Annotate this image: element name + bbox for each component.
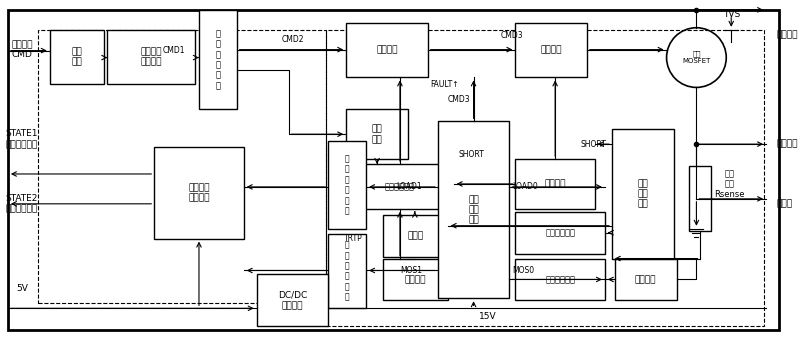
Text: 状态反馈
接口电路: 状态反馈 接口电路 <box>188 183 210 203</box>
Text: CMD2: CMD2 <box>282 35 304 44</box>
Bar <box>346 23 428 78</box>
Text: 驱动电路: 驱动电路 <box>541 46 562 55</box>
Text: 检测
电阻
Rsense: 检测 电阻 Rsense <box>714 169 745 199</box>
Bar <box>690 166 711 231</box>
Text: 立即跳闸: 立即跳闸 <box>405 275 426 284</box>
Bar <box>515 159 595 209</box>
Bar <box>326 30 764 326</box>
Bar <box>328 234 366 308</box>
Text: 第
三
隔
离
电
路: 第 三 隔 离 电 路 <box>345 240 350 301</box>
Text: 跳闸状态锁存: 跳闸状态锁存 <box>385 182 415 191</box>
Text: 控制命令
CMD: 控制命令 CMD <box>11 40 33 59</box>
Bar <box>328 141 366 229</box>
Text: TVS: TVS <box>722 10 740 19</box>
Text: 上电
复位: 上电 复位 <box>72 47 82 67</box>
Text: 电压检测: 电压检测 <box>635 275 657 284</box>
Text: 5V: 5V <box>16 284 28 293</box>
Bar <box>515 259 605 300</box>
Text: 15V: 15V <box>478 312 496 321</box>
Text: 延时
复位: 延时 复位 <box>372 124 382 144</box>
Text: CMD3: CMD3 <box>447 95 470 104</box>
Bar <box>107 30 195 84</box>
Bar <box>383 215 448 257</box>
Text: 第
二
隔
离
电
路: 第 二 隔 离 电 路 <box>345 155 350 215</box>
Bar <box>612 129 674 259</box>
Text: FAULT↑: FAULT↑ <box>430 80 458 89</box>
Bar <box>515 23 587 78</box>
Text: CMD3: CMD3 <box>501 31 523 40</box>
Bar <box>383 259 448 300</box>
Text: STATE2
负载电压状态: STATE2 负载电压状态 <box>6 194 38 214</box>
Text: 控制信号
接口电路: 控制信号 接口电路 <box>141 47 162 67</box>
Text: 功率输入: 功率输入 <box>776 30 798 39</box>
Text: 短路检测: 短路检测 <box>544 179 566 188</box>
Text: TRTP: TRTP <box>344 234 363 243</box>
Text: DC/DC
隔离电源: DC/DC 隔离电源 <box>278 291 307 310</box>
Bar <box>199 10 237 109</box>
Text: 状态综合: 状态综合 <box>376 46 398 55</box>
Text: 电流状态判断: 电流状态判断 <box>545 228 575 237</box>
Text: LOAD1: LOAD1 <box>396 182 422 192</box>
Bar <box>615 259 677 300</box>
Bar <box>438 121 510 298</box>
Text: 电流
调理
电路: 电流 调理 电路 <box>638 179 648 209</box>
Bar <box>38 30 326 303</box>
Text: 功率地: 功率地 <box>776 199 792 208</box>
Text: SHORT: SHORT <box>580 140 606 148</box>
Text: LOAD0: LOAD0 <box>512 182 538 192</box>
Bar <box>346 164 454 209</box>
Text: 反时限: 反时限 <box>407 231 423 240</box>
Bar <box>50 30 105 84</box>
Text: CMD1: CMD1 <box>163 46 186 55</box>
Bar <box>346 109 408 159</box>
Text: MOS1: MOS1 <box>400 266 422 275</box>
Bar <box>257 275 328 326</box>
Text: 功率输出: 功率输出 <box>776 140 798 148</box>
Bar <box>515 212 605 254</box>
Text: MOS0: MOS0 <box>512 266 534 275</box>
Text: 时序
匹配
电路: 时序 匹配 电路 <box>468 195 479 225</box>
Text: SHORT: SHORT <box>458 149 485 159</box>
Bar <box>154 147 244 239</box>
Text: STATE1
负载电流状态: STATE1 负载电流状态 <box>6 129 38 149</box>
Text: 第
一
隔
离
电
路: 第 一 隔 离 电 路 <box>215 29 220 90</box>
Text: 电压状态判断: 电压状态判断 <box>545 275 575 284</box>
Text: 功率
MOSFET: 功率 MOSFET <box>682 51 710 64</box>
